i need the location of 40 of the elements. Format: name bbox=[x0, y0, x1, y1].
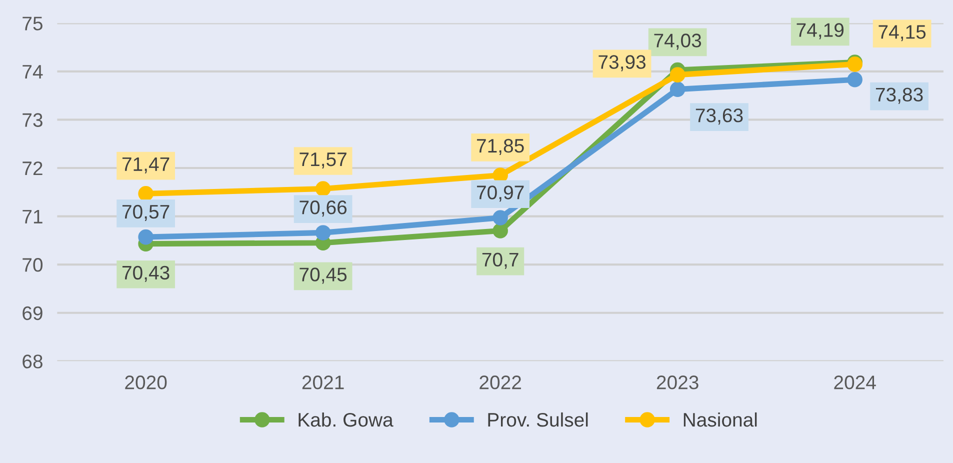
x-tick-label: 2021 bbox=[302, 376, 344, 390]
data-label: 74,03 bbox=[654, 34, 702, 50]
legend-label: Kab. Gowa bbox=[298, 412, 394, 427]
point bbox=[315, 225, 331, 240]
x-tick-label: 2022 bbox=[480, 376, 521, 390]
y-tick-label: 69 bbox=[22, 306, 42, 320]
x-tick-label: 2024 bbox=[834, 376, 876, 390]
data-label: 70,57 bbox=[122, 204, 170, 221]
y-tick-label: 70 bbox=[22, 258, 43, 272]
y-tick-label: 75 bbox=[22, 16, 42, 30]
legend-label: Nasional bbox=[684, 412, 757, 427]
y-tick-label: 73 bbox=[22, 113, 42, 127]
x-tick-label: 2023 bbox=[656, 376, 698, 390]
point bbox=[847, 72, 862, 88]
data-label: 70,97 bbox=[476, 186, 524, 202]
x-tick-label: 2020 bbox=[125, 376, 167, 390]
y-tick-label: 74 bbox=[22, 65, 43, 78]
data-label: 71,57 bbox=[300, 152, 346, 169]
data-label: 70,43 bbox=[122, 266, 170, 282]
data-label: 71,47 bbox=[122, 157, 170, 174]
data-label: 74,19 bbox=[796, 23, 844, 40]
y-tick-label: 72 bbox=[22, 161, 42, 176]
data-label: 73,63 bbox=[696, 108, 743, 125]
point bbox=[492, 210, 508, 226]
y-tick-label: 71 bbox=[22, 210, 42, 224]
data-label: 70,7 bbox=[482, 252, 518, 269]
data-label: 70,66 bbox=[300, 200, 347, 217]
point bbox=[138, 186, 154, 202]
data-label: 73,93 bbox=[598, 55, 646, 72]
data-label: 71,85 bbox=[476, 138, 524, 155]
point bbox=[492, 223, 508, 238]
point bbox=[670, 67, 686, 82]
y-tick-label: 68 bbox=[22, 354, 42, 368]
data-label: 70,45 bbox=[300, 268, 347, 284]
data-label: 73,83 bbox=[876, 88, 923, 104]
point bbox=[670, 82, 686, 97]
legend-label: Prov. Sulsel bbox=[488, 412, 588, 427]
point bbox=[315, 181, 331, 196]
point bbox=[138, 229, 154, 245]
data-label: 74,15 bbox=[878, 25, 926, 42]
